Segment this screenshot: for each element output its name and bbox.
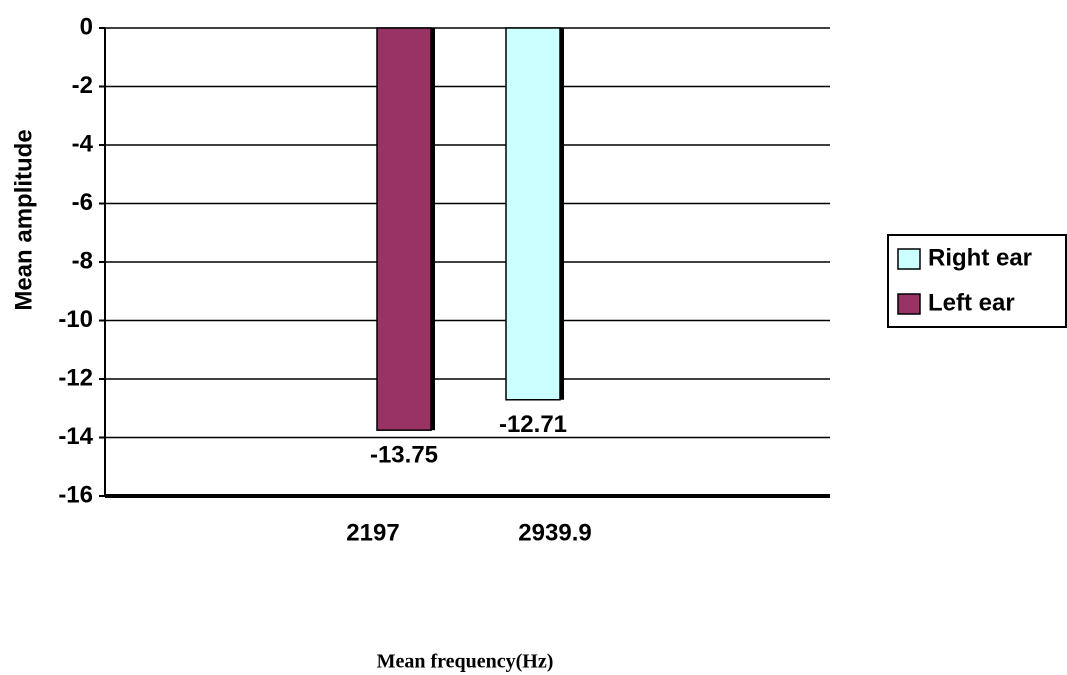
- bar: [505, 27, 561, 401]
- y-tick-label: -10: [58, 306, 93, 333]
- legend-label: Right ear: [928, 244, 1032, 271]
- y-tick-label: -14: [58, 423, 93, 450]
- x-tick-label: 2197: [346, 519, 399, 546]
- legend-label: Left ear: [928, 289, 1015, 316]
- x-axis-label: Mean frequency(Hz): [377, 651, 554, 673]
- legend-swatch: [897, 248, 921, 270]
- data-label: -13.75: [370, 442, 438, 469]
- legend-swatch: [897, 293, 921, 315]
- y-tick-label: -8: [72, 247, 93, 274]
- y-tick-label: -12: [58, 364, 93, 391]
- y-tick-label: -6: [72, 189, 93, 216]
- y-tick-label: -16: [58, 481, 93, 508]
- x-tick-label: 2939.9: [518, 519, 591, 546]
- y-axis-label: Mean amplitude: [10, 129, 37, 310]
- y-tick-label: -2: [72, 72, 93, 99]
- y-tick-label: 0: [80, 13, 93, 40]
- y-tick-label: -4: [72, 130, 94, 157]
- data-label: -12.71: [499, 411, 567, 438]
- bar: [376, 27, 432, 431]
